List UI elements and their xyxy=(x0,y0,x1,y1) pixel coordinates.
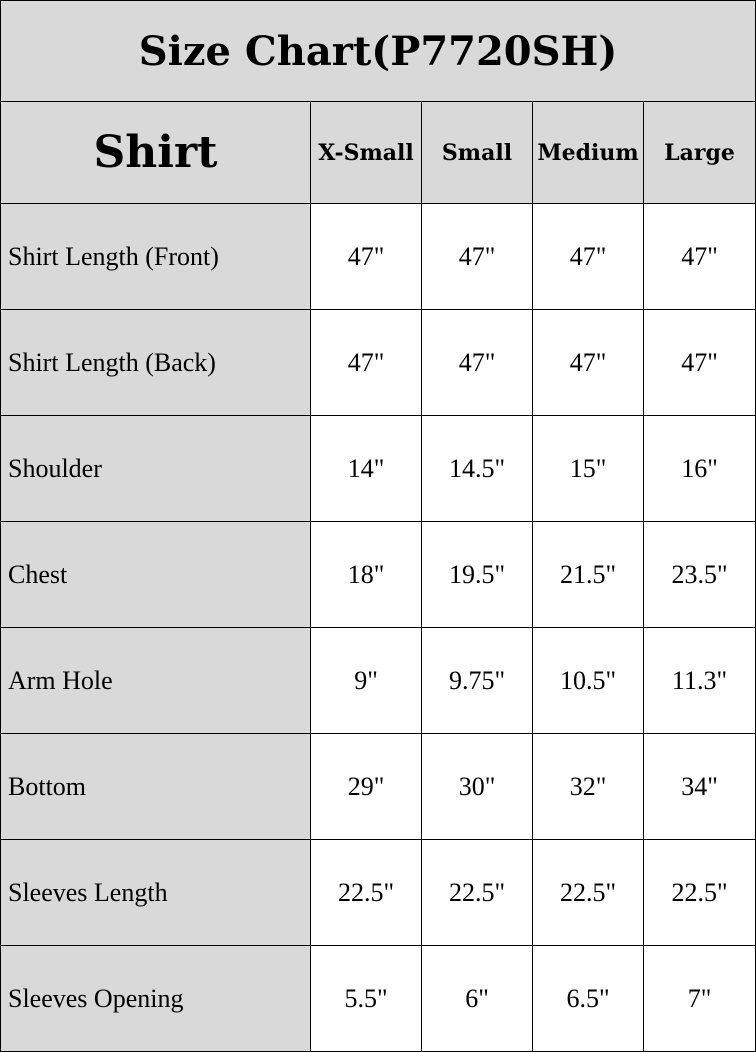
measurement-cell: 14" xyxy=(311,416,422,522)
measurement-cell: 9.75" xyxy=(422,628,533,734)
measurement-cell: 47" xyxy=(644,204,755,310)
measurement-cell: 22.5" xyxy=(644,840,755,946)
measurement-cell: 10.5" xyxy=(533,628,644,734)
measurement-cell: 47" xyxy=(644,310,755,416)
row-label: Arm Hole xyxy=(1,628,311,734)
row-label: Chest xyxy=(1,522,311,628)
row-label: Shoulder xyxy=(1,416,311,522)
measurement-cell: 47" xyxy=(422,204,533,310)
measurement-cell: 22.5" xyxy=(311,840,422,946)
chart-title: Size Chart(P7720SH) xyxy=(1,1,755,102)
measurement-cell: 14.5" xyxy=(422,416,533,522)
section-header: Shirt xyxy=(1,102,311,204)
measurement-cell: 47" xyxy=(533,204,644,310)
measurement-cell: 19.5" xyxy=(422,522,533,628)
measurement-cell: 23.5" xyxy=(644,522,755,628)
size-header: Medium xyxy=(533,102,644,204)
measurement-cell: 22.5" xyxy=(533,840,644,946)
measurement-cell: 32" xyxy=(533,734,644,840)
measurement-cell: 6" xyxy=(422,946,533,1052)
measurement-cell: 47" xyxy=(422,310,533,416)
measurement-cell: 29" xyxy=(311,734,422,840)
measurement-cell: 5.5" xyxy=(311,946,422,1052)
row-label: Sleeves Length xyxy=(1,840,311,946)
measurement-cell: 34" xyxy=(644,734,755,840)
measurement-cell: 9" xyxy=(311,628,422,734)
measurement-cell: 7" xyxy=(644,946,755,1052)
measurement-cell: 47" xyxy=(311,310,422,416)
measurement-cell: 22.5" xyxy=(422,840,533,946)
measurement-cell: 21.5" xyxy=(533,522,644,628)
row-label: Sleeves Opening xyxy=(1,946,311,1052)
row-label: Shirt Length (Front) xyxy=(1,204,311,310)
measurement-cell: 47" xyxy=(533,310,644,416)
measurement-cell: 16" xyxy=(644,416,755,522)
row-label: Bottom xyxy=(1,734,311,840)
measurement-cell: 18" xyxy=(311,522,422,628)
measurement-cell: 30" xyxy=(422,734,533,840)
size-header: X-Small xyxy=(311,102,422,204)
measurement-cell: 15" xyxy=(533,416,644,522)
row-label: Shirt Length (Back) xyxy=(1,310,311,416)
measurement-cell: 47" xyxy=(311,204,422,310)
measurement-cell: 11.3" xyxy=(644,628,755,734)
size-header: Large xyxy=(644,102,755,204)
size-header: Small xyxy=(422,102,533,204)
measurement-cell: 6.5" xyxy=(533,946,644,1052)
